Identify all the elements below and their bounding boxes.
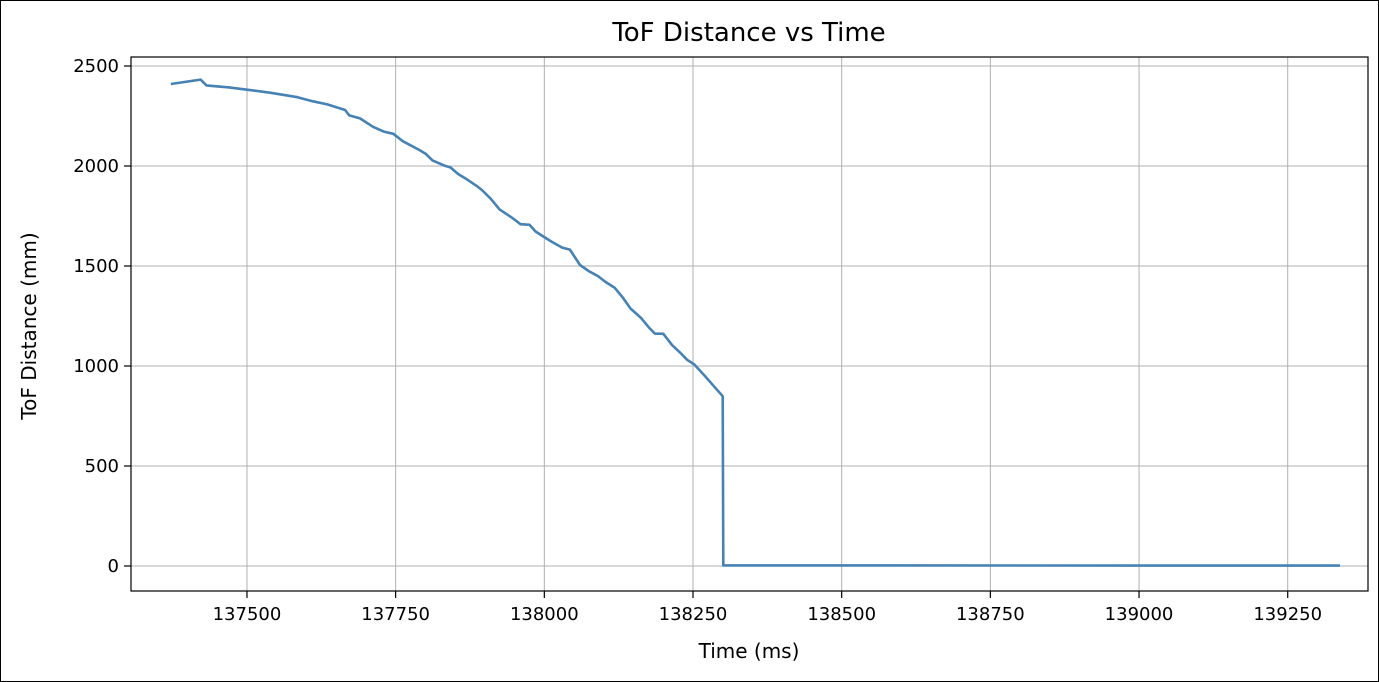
x-tick-label: 137500: [213, 604, 282, 625]
x-tick-label: 138750: [956, 604, 1025, 625]
y-tick-label: 1000: [73, 356, 119, 377]
x-tick-label: 138250: [659, 604, 728, 625]
y-tick-label: 1500: [73, 256, 119, 277]
plot-area-border: [130, 56, 1369, 592]
y-axis-label: ToF Distance (mm): [17, 232, 41, 420]
x-tick-label: 139000: [1105, 604, 1174, 625]
x-axis-label: Time (ms): [698, 639, 800, 663]
x-tick-label: 139250: [1253, 604, 1322, 625]
x-tick-label: 138500: [807, 604, 876, 625]
y-tick-label: 2000: [73, 156, 119, 177]
x-tick-label: 138000: [510, 604, 579, 625]
y-tick-label: 2500: [73, 56, 119, 77]
x-tick-label: 137750: [361, 604, 430, 625]
series-line: [170, 78, 1341, 567]
chart-title: ToF Distance vs Time: [611, 18, 885, 48]
y-tick-label: 0: [108, 556, 119, 577]
y-tick-label: 500: [85, 456, 119, 477]
